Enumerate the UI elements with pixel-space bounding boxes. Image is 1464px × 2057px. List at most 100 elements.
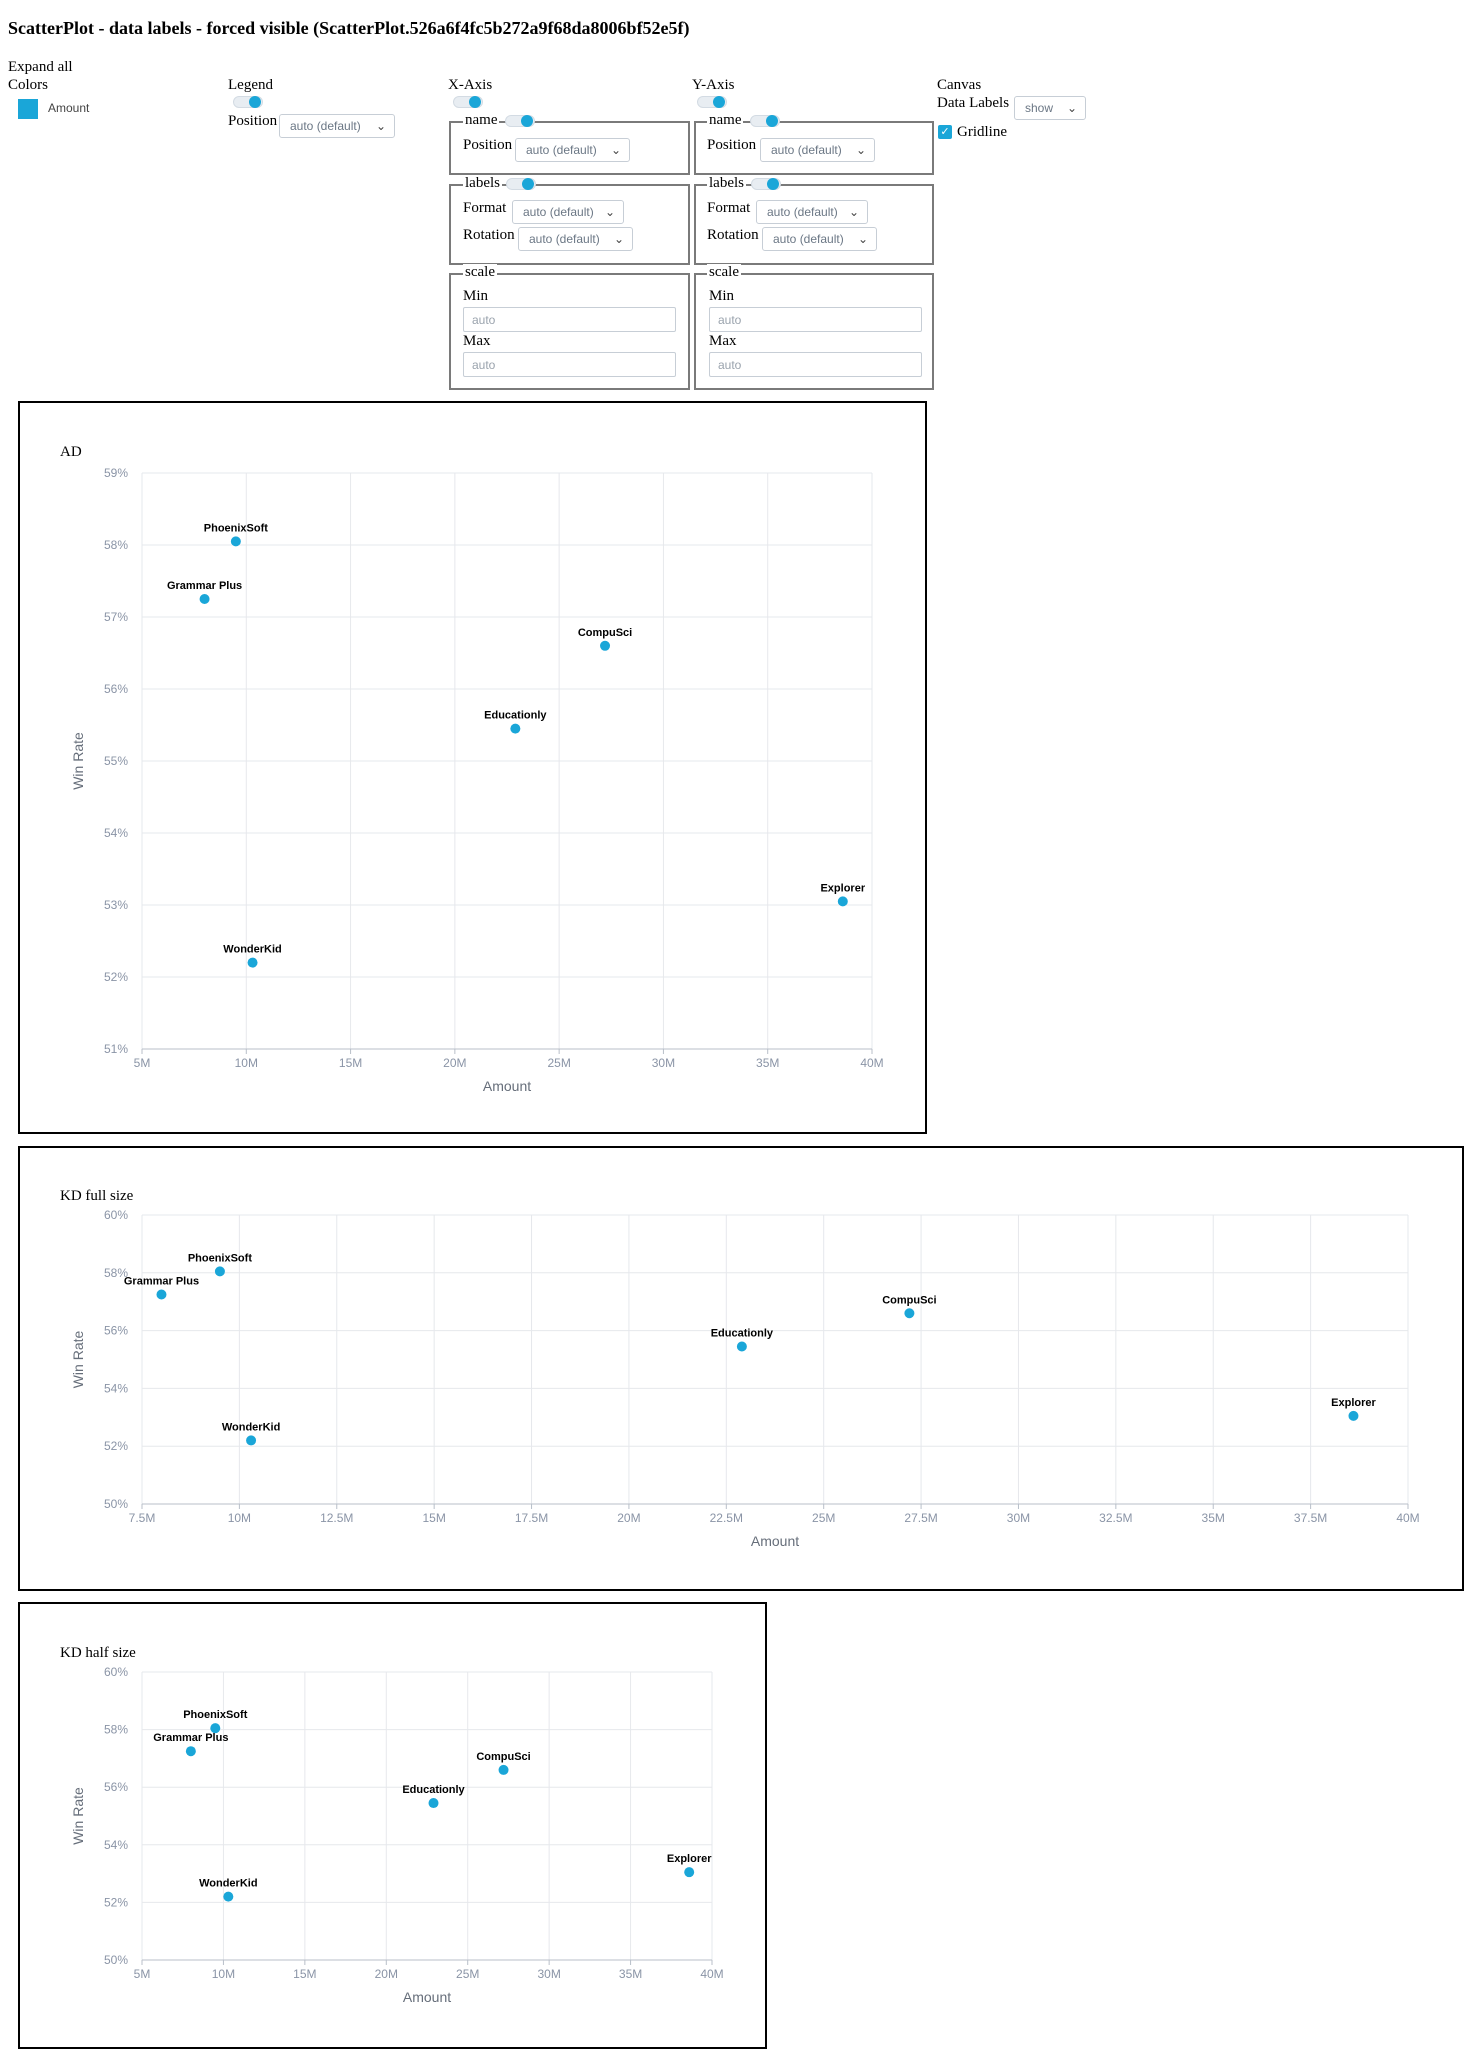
select-value: show [1025, 101, 1054, 115]
data-point [498, 1764, 509, 1775]
amount-color-swatch[interactable] [18, 99, 38, 119]
yaxis-max-input[interactable]: auto [709, 352, 922, 377]
toggle-knob [521, 115, 533, 127]
legend-toggle[interactable] [233, 96, 263, 108]
scatter-plot-ad: 51% 52% 53% 54% 55% 56% 57% 58% 59% 5M 10M 15M 20M 25… [70, 466, 884, 1094]
y-axis-title: Win Rate [70, 1787, 86, 1845]
xaxis-max-input[interactable]: auto [463, 352, 676, 377]
x-tick-label: 35M [1202, 1511, 1225, 1525]
y-tick-label: 56% [104, 1324, 128, 1338]
y-tick-label: 56% [104, 1780, 128, 1794]
gridline-checkbox[interactable]: ✓ [938, 125, 952, 139]
select-value: auto (default) [767, 205, 838, 219]
x-tick-label: 27.5M [904, 1511, 937, 1525]
data-label: WonderKid [222, 1421, 280, 1433]
data-point [247, 957, 258, 968]
yaxis-position-select[interactable]: auto (default) ⌄ [760, 138, 875, 162]
yaxis-labels-toggle[interactable] [751, 178, 781, 190]
y-tick-label: 54% [104, 1381, 128, 1395]
legend-heading: Legend [228, 77, 273, 93]
yaxis-name-toggle[interactable] [750, 115, 780, 127]
xaxis-position-select[interactable]: auto (default) ⌄ [515, 138, 630, 162]
x-tick-label: 15M [339, 1056, 362, 1070]
data-point [837, 896, 848, 907]
x-tick-label: 22.5M [710, 1511, 743, 1525]
yaxis-labels-legend: labels [707, 175, 746, 192]
data-point [428, 1798, 439, 1809]
yaxis-scale-legend: scale [707, 264, 741, 281]
xaxis-name-toggle[interactable] [505, 115, 535, 127]
data-label: WonderKid [199, 1878, 257, 1890]
x-tick-label: 25M [812, 1511, 835, 1525]
y-tick-label: 54% [104, 826, 128, 840]
yaxis-max-label: Max [709, 333, 737, 349]
data-point [684, 1867, 695, 1878]
x-tick-label: 35M [619, 1967, 642, 1981]
yaxis-toggle[interactable] [697, 96, 727, 108]
x-tick-label: 5M [134, 1056, 151, 1070]
data-point [210, 1723, 221, 1734]
y-axis-title: Win Rate [70, 732, 86, 790]
yaxis-format-select[interactable]: auto (default) ⌄ [756, 200, 868, 224]
chevron-down-icon: ⌄ [848, 205, 859, 219]
xaxis-format-select[interactable]: auto (default) ⌄ [512, 200, 624, 224]
select-value: auto (default) [523, 205, 594, 219]
data-label: Educationly [484, 710, 547, 722]
chevron-down-icon: ⌄ [604, 205, 615, 219]
data-label: Explorer [667, 1853, 712, 1865]
chevron-down-icon: ⌄ [613, 232, 624, 246]
data-point [185, 1746, 196, 1757]
data-labels-select[interactable]: show ⌄ [1014, 96, 1086, 120]
x-tick-label: 37.5M [1294, 1511, 1327, 1525]
page-title: ScatterPlot - data labels - forced visib… [8, 18, 690, 38]
x-tick-label: 20M [443, 1056, 466, 1070]
select-value: auto (default) [771, 143, 842, 157]
data-label: PhoenixSoft [183, 1709, 248, 1721]
chart-kd-half-size: KD half size 50% 52% 54% 56% 58% 60% 5M 10M 15M 2… [18, 1602, 767, 2049]
xaxis-rotation-select[interactable]: auto (default) ⌄ [518, 227, 633, 251]
data-point [156, 1289, 167, 1300]
data-label: PhoenixSoft [188, 1252, 253, 1264]
yaxis-min-label: Min [709, 288, 735, 304]
xaxis-min-input[interactable]: auto [463, 307, 676, 332]
xaxis-labels-fieldset [449, 184, 690, 265]
chevron-down-icon: ⌄ [375, 119, 386, 133]
data-label: Grammar Plus [124, 1275, 199, 1287]
yaxis-position-label: Position [707, 137, 757, 153]
yaxis-rotation-label: Rotation [707, 227, 759, 243]
y-tick-label: 55% [104, 754, 128, 768]
x-tick-label: 5M [134, 1967, 151, 1981]
colors-heading: Colors [8, 77, 49, 93]
expand-all-link[interactable]: Expand all [8, 59, 73, 75]
data-label: WonderKid [223, 944, 281, 956]
toggle-knob [766, 115, 778, 127]
yaxis-name-legend: name [707, 112, 744, 129]
x-tick-label: 40M [1396, 1511, 1419, 1525]
data-point [246, 1435, 257, 1446]
legend-item-amount: Amount [48, 101, 90, 115]
xaxis-name-legend: name [463, 112, 500, 129]
canvas-heading: Canvas [937, 77, 982, 93]
gridline-label: Gridline [957, 124, 1007, 140]
xaxis-toggle[interactable] [453, 96, 483, 108]
chevron-down-icon: ⌄ [855, 143, 866, 157]
yaxis-rotation-select[interactable]: auto (default) ⌄ [762, 227, 877, 251]
legend-position-select[interactable]: auto (default) ⌄ [279, 114, 395, 138]
data-point [1348, 1410, 1359, 1421]
y-tick-label: 50% [104, 1497, 128, 1511]
xaxis-heading: X-Axis [448, 77, 493, 93]
data-label: Educationly [711, 1327, 774, 1339]
yaxis-min-input[interactable]: auto [709, 307, 922, 332]
xaxis-min-label: Min [463, 288, 489, 304]
x-axis-title: Amount [483, 1078, 531, 1094]
data-label: Explorer [820, 882, 865, 894]
x-tick-label: 40M [860, 1056, 883, 1070]
xaxis-labels-toggle[interactable] [506, 178, 536, 190]
data-label: CompuSci [882, 1294, 936, 1306]
toggle-knob [469, 96, 481, 108]
data-label: PhoenixSoft [204, 522, 269, 534]
y-tick-label: 54% [104, 1838, 128, 1852]
xaxis-name-fieldset [449, 121, 690, 175]
data-point [600, 640, 611, 651]
data-label: Grammar Plus [153, 1732, 228, 1744]
